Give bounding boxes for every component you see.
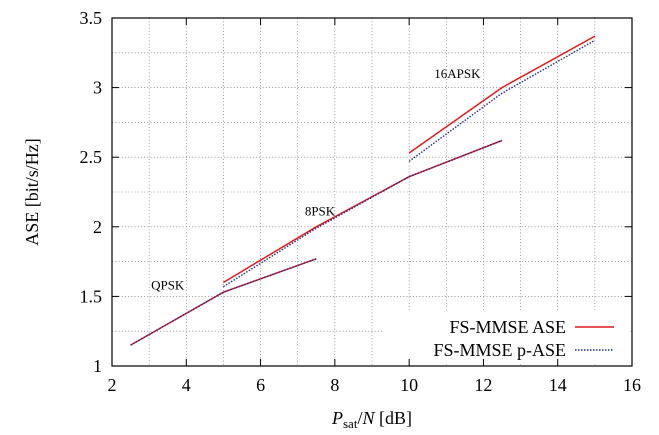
x-tick-label: 2 bbox=[108, 375, 117, 395]
series-line-fs-mmse-p-ase bbox=[408, 39, 596, 162]
y-tick-label: 2 bbox=[93, 217, 102, 237]
x-axis-label: Psat/N [dB] bbox=[331, 408, 412, 431]
axis-ticks: 2 4 6 8 10 12 14 16 1 1.5 2 2.5 3 3.5 bbox=[80, 8, 642, 395]
y-axis-label: ASE [bit/s/Hz] bbox=[22, 138, 42, 246]
x-axis-label-n: N bbox=[361, 408, 375, 428]
annotation-16apsk: 16APSK bbox=[434, 66, 481, 81]
x-tick-label: 8 bbox=[330, 375, 339, 395]
y-tick-label: 1 bbox=[93, 356, 102, 376]
legend-entry-fs-mmse-ase: FS-MMSE ASE bbox=[449, 317, 566, 337]
series-line-fs-mmse-p-ase bbox=[223, 139, 503, 288]
x-axis-label-sub: sat bbox=[343, 416, 358, 431]
x-tick-label: 12 bbox=[474, 375, 492, 395]
annotation-8psk: 8PSK bbox=[305, 204, 336, 219]
x-axis-label-p: P bbox=[331, 408, 343, 428]
x-tick-label: 10 bbox=[400, 375, 418, 395]
y-tick-label: 3.5 bbox=[80, 8, 103, 28]
legend: FS-MMSE ASE FS-MMSE p-ASE bbox=[384, 312, 630, 364]
legend-entry-fs-mmse-p-ase: FS-MMSE p-ASE bbox=[433, 340, 566, 360]
y-tick-label: 2.5 bbox=[80, 147, 103, 167]
series-line-fs-mmse-ase bbox=[408, 35, 596, 154]
plot-frame bbox=[111, 17, 633, 367]
x-tick-label: 4 bbox=[182, 375, 191, 395]
legend-background bbox=[384, 312, 630, 364]
annotation-qpsk: QPSK bbox=[151, 277, 185, 292]
x-tick-label: 16 bbox=[623, 375, 641, 395]
series-line-fs-mmse-ase bbox=[130, 258, 317, 346]
x-axis-label-slash: / bbox=[357, 408, 362, 428]
x-tick-label: 6 bbox=[256, 375, 265, 395]
x-tick-label: 14 bbox=[549, 375, 567, 395]
annotations: QPSK 8PSK 16APSK bbox=[151, 66, 481, 293]
y-tick-label: 1.5 bbox=[80, 286, 103, 306]
y-tick-label: 3 bbox=[93, 78, 102, 98]
grid bbox=[112, 18, 632, 366]
series-lines bbox=[130, 35, 596, 346]
x-axis-label-unit: [dB] bbox=[374, 408, 412, 428]
